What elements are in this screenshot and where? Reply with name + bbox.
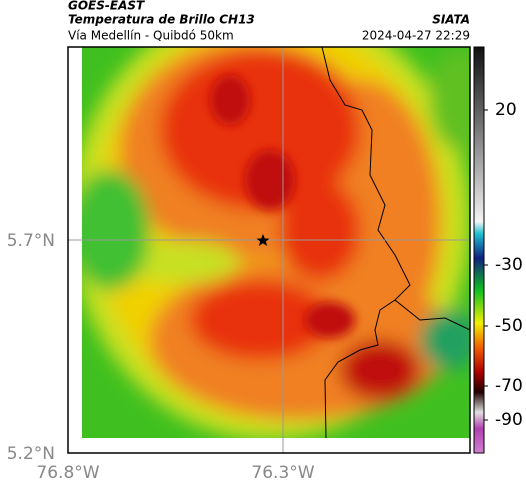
colorbar-label: -30	[495, 255, 523, 275]
lon-label: 76.8°W	[36, 463, 99, 483]
datetime: 2024-04-27 22:29	[362, 29, 470, 43]
map-frame	[67, 46, 471, 454]
colorbar-ticks	[484, 109, 488, 421]
source: SIATA	[432, 13, 470, 27]
colorbar-label: -70	[495, 376, 523, 396]
lon-label: 76.3°W	[251, 463, 314, 483]
lat-label: 5.2°N	[7, 444, 55, 464]
title: Temperatura de Brillo CH13	[68, 13, 255, 27]
colorbar-label: -90	[495, 410, 523, 430]
satellite: GOES-EAST	[68, 0, 145, 13]
location-marker	[256, 234, 270, 246]
colorbar	[473, 46, 485, 454]
lat-label: 5.7°N	[7, 231, 55, 251]
boundary	[321, 46, 411, 439]
subtitle: Vía Medellín - Quibdó 50km	[68, 29, 234, 43]
brightness-field	[82, 47, 470, 438]
colorbar-label: 20	[495, 100, 517, 120]
colorbar-label: -50	[495, 316, 523, 336]
boundary	[394, 299, 471, 331]
